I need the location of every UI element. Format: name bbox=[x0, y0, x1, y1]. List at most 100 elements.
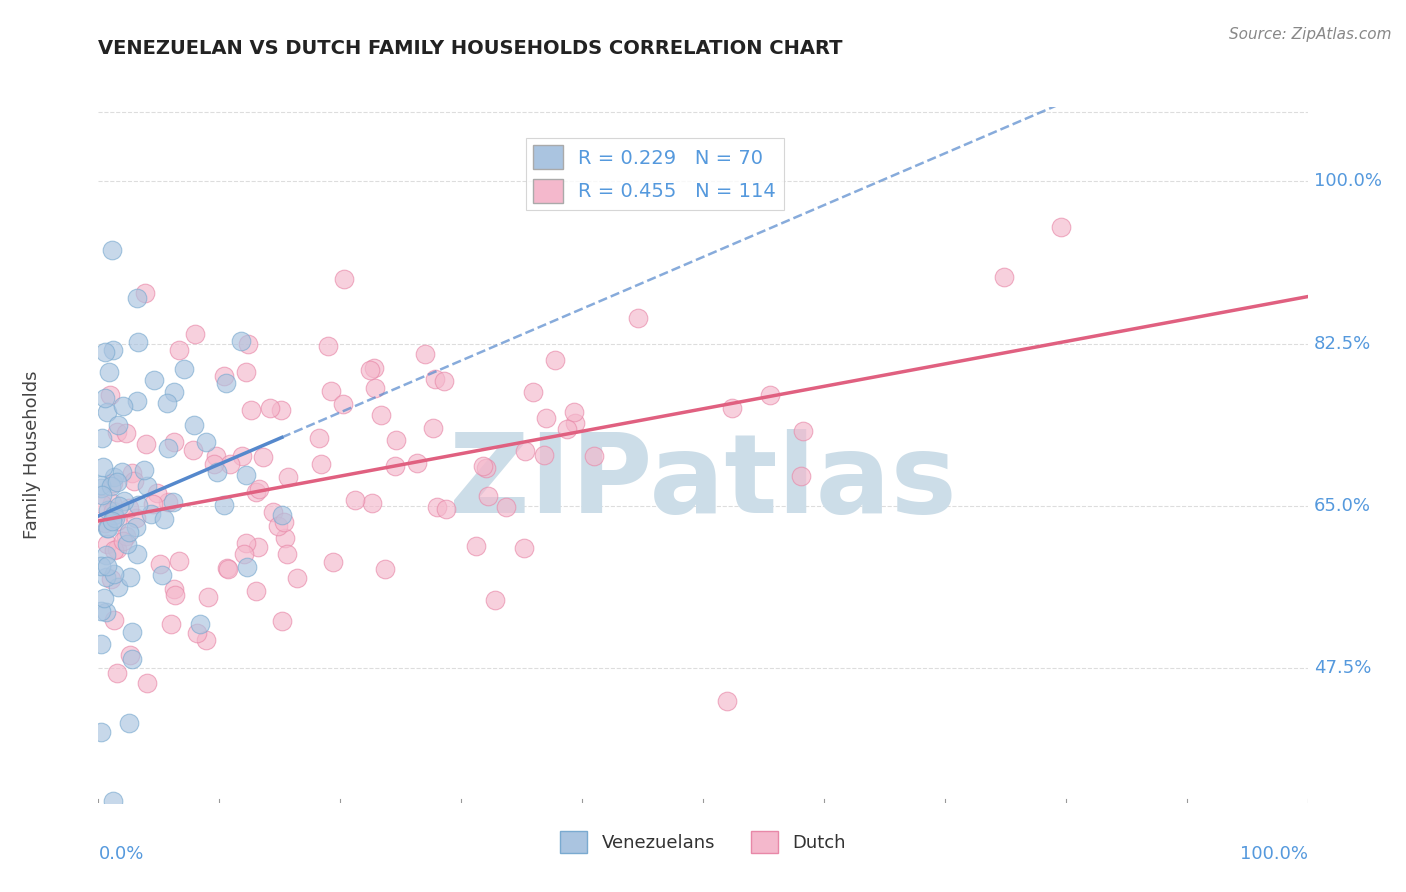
Point bbox=[156, 396, 179, 410]
Point bbox=[271, 614, 294, 628]
Point bbox=[100, 572, 122, 586]
Point bbox=[103, 566, 125, 581]
Point bbox=[384, 459, 406, 474]
Point bbox=[121, 625, 143, 640]
Point bbox=[165, 589, 187, 603]
Point bbox=[90, 559, 112, 574]
Point bbox=[118, 569, 141, 583]
Point bbox=[422, 421, 444, 435]
Point bbox=[93, 591, 115, 606]
Point bbox=[127, 499, 149, 513]
Point bbox=[195, 435, 218, 450]
Point bbox=[96, 404, 118, 418]
Point bbox=[94, 391, 117, 405]
Point bbox=[285, 571, 308, 585]
Point bbox=[273, 515, 295, 529]
Point bbox=[173, 362, 195, 376]
Point bbox=[96, 570, 118, 584]
Point bbox=[103, 613, 125, 627]
Point bbox=[217, 562, 239, 576]
Point bbox=[475, 460, 498, 475]
Point bbox=[91, 488, 114, 502]
Point bbox=[434, 501, 457, 516]
Point bbox=[98, 388, 121, 402]
Text: 47.5%: 47.5% bbox=[1313, 659, 1371, 677]
Point bbox=[162, 495, 184, 509]
Point bbox=[159, 616, 181, 631]
Point bbox=[94, 548, 117, 562]
Text: Source: ZipAtlas.com: Source: ZipAtlas.com bbox=[1229, 27, 1392, 42]
Point bbox=[111, 465, 134, 479]
Point bbox=[259, 401, 281, 416]
Point bbox=[125, 511, 148, 525]
Point bbox=[235, 536, 257, 550]
Point bbox=[90, 497, 112, 511]
Point bbox=[125, 291, 148, 305]
Point bbox=[97, 366, 120, 380]
Point bbox=[101, 496, 124, 510]
Point bbox=[157, 441, 180, 455]
Point bbox=[533, 448, 555, 462]
Point bbox=[790, 468, 813, 483]
Point bbox=[184, 327, 207, 342]
Point bbox=[370, 409, 392, 423]
Point bbox=[238, 336, 260, 351]
Point bbox=[1050, 219, 1073, 234]
Point bbox=[118, 648, 141, 662]
Point bbox=[135, 676, 157, 690]
Point bbox=[152, 512, 174, 526]
Point bbox=[716, 694, 738, 708]
Point bbox=[97, 503, 120, 517]
Text: 65.0%: 65.0% bbox=[1313, 497, 1371, 515]
Point bbox=[105, 475, 128, 489]
Point bbox=[105, 425, 128, 439]
Point bbox=[149, 557, 172, 571]
Point bbox=[333, 272, 356, 286]
Point bbox=[433, 375, 456, 389]
Point bbox=[405, 456, 427, 470]
Point bbox=[319, 384, 342, 398]
Point bbox=[374, 562, 396, 576]
Point bbox=[134, 286, 156, 301]
Point bbox=[163, 434, 186, 449]
Point bbox=[134, 463, 156, 477]
Point bbox=[247, 482, 270, 496]
Point bbox=[235, 467, 257, 482]
Point bbox=[363, 381, 385, 395]
Point bbox=[135, 437, 157, 451]
Point bbox=[363, 360, 385, 375]
Point bbox=[564, 405, 586, 419]
Point bbox=[522, 385, 544, 400]
Point bbox=[125, 394, 148, 409]
Point bbox=[534, 411, 557, 425]
Point bbox=[359, 363, 381, 377]
Point bbox=[477, 489, 499, 503]
Point bbox=[993, 270, 1015, 285]
Point bbox=[90, 431, 112, 445]
Point bbox=[103, 470, 125, 484]
Point bbox=[252, 450, 274, 465]
Point bbox=[277, 470, 299, 484]
Point bbox=[270, 403, 292, 417]
Point bbox=[101, 794, 124, 808]
Point bbox=[276, 547, 298, 561]
Point bbox=[332, 397, 354, 411]
Point bbox=[136, 479, 159, 493]
Point bbox=[127, 334, 149, 349]
Point bbox=[104, 511, 127, 525]
Point bbox=[792, 424, 814, 438]
Point bbox=[101, 514, 124, 528]
Point bbox=[111, 399, 134, 413]
Point bbox=[169, 554, 191, 568]
Point bbox=[101, 244, 124, 258]
Point bbox=[111, 534, 134, 549]
Point bbox=[143, 374, 166, 388]
Point bbox=[544, 353, 567, 368]
Point bbox=[121, 466, 143, 480]
Point bbox=[90, 637, 112, 651]
Point bbox=[107, 580, 129, 594]
Text: 0.0%: 0.0% bbox=[98, 845, 143, 863]
Point bbox=[202, 457, 225, 471]
Point bbox=[121, 652, 143, 666]
Point bbox=[513, 541, 536, 555]
